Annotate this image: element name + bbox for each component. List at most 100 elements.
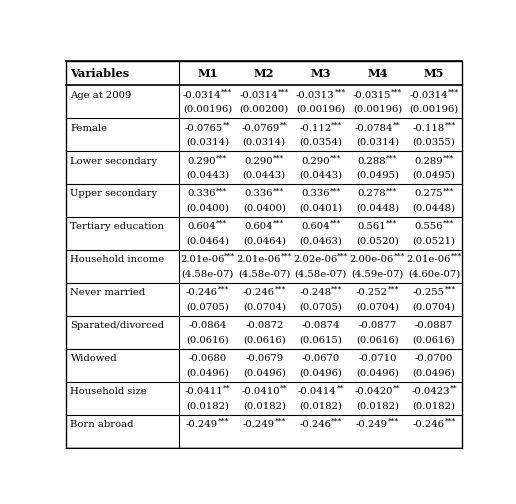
Text: M3: M3 — [311, 68, 331, 79]
Text: (0.0400): (0.0400) — [186, 203, 229, 212]
Text: ***: *** — [388, 418, 399, 426]
Text: **: ** — [393, 385, 400, 393]
Text: ***: *** — [216, 154, 228, 162]
Text: **: ** — [280, 385, 287, 393]
Text: **: ** — [223, 385, 231, 393]
Text: ***: *** — [448, 88, 459, 96]
Text: **: ** — [449, 385, 457, 393]
Text: 0.290: 0.290 — [244, 157, 273, 165]
Text: Age at 2009: Age at 2009 — [71, 91, 132, 100]
Text: ***: *** — [218, 418, 229, 426]
Text: ***: *** — [218, 286, 229, 294]
Text: ***: *** — [388, 286, 399, 294]
Text: -0.0423: -0.0423 — [411, 387, 449, 396]
Text: M5: M5 — [424, 68, 444, 79]
Text: -0.0864: -0.0864 — [188, 322, 227, 330]
Text: -0.246: -0.246 — [412, 420, 444, 429]
Text: ***: *** — [331, 121, 343, 129]
Text: Variables: Variables — [71, 68, 130, 79]
Text: -0.0314: -0.0314 — [183, 91, 221, 100]
Text: (0.0401): (0.0401) — [299, 203, 343, 212]
Text: (0.0616): (0.0616) — [243, 335, 286, 344]
Text: -0.249: -0.249 — [356, 420, 388, 429]
Text: ***: *** — [445, 121, 456, 129]
Text: 0.604: 0.604 — [244, 222, 273, 231]
Text: 0.604: 0.604 — [188, 222, 216, 231]
Text: (0.0496): (0.0496) — [356, 368, 399, 377]
Text: Sparated/divorced: Sparated/divorced — [71, 322, 165, 330]
Text: (4.58e-07): (4.58e-07) — [295, 269, 347, 278]
Text: -0.0411: -0.0411 — [185, 387, 223, 396]
Text: 0.604: 0.604 — [301, 222, 330, 231]
Text: -0.0420: -0.0420 — [354, 387, 393, 396]
Text: ***: *** — [281, 253, 292, 261]
Text: -0.0414: -0.0414 — [298, 387, 336, 396]
Text: -0.112: -0.112 — [299, 123, 331, 133]
Text: (0.0615): (0.0615) — [299, 335, 342, 344]
Text: (0.0448): (0.0448) — [412, 203, 456, 212]
Text: (0.0496): (0.0496) — [243, 368, 286, 377]
Text: -0.0784: -0.0784 — [354, 123, 393, 133]
Text: ***: *** — [444, 418, 456, 426]
Text: -0.255: -0.255 — [412, 288, 444, 297]
Text: -0.0670: -0.0670 — [302, 354, 340, 363]
Text: M1: M1 — [197, 68, 218, 79]
Text: (0.00196): (0.00196) — [353, 104, 402, 113]
Text: ***: *** — [221, 88, 233, 96]
Text: ***: *** — [273, 220, 284, 228]
Text: **: ** — [336, 385, 344, 393]
Text: 0.290: 0.290 — [188, 157, 216, 165]
Text: -0.0887: -0.0887 — [415, 322, 453, 330]
Text: -0.0877: -0.0877 — [358, 322, 397, 330]
Text: (0.0496): (0.0496) — [186, 368, 229, 377]
Text: -0.246: -0.246 — [243, 288, 275, 297]
Text: ***: *** — [450, 253, 462, 261]
Text: -0.248: -0.248 — [299, 288, 331, 297]
Text: ***: *** — [330, 187, 341, 195]
Text: (0.0182): (0.0182) — [413, 401, 456, 410]
Text: Widowed: Widowed — [71, 354, 117, 363]
Text: (0.0704): (0.0704) — [413, 302, 456, 311]
Text: ***: *** — [334, 88, 346, 96]
Text: -0.249: -0.249 — [186, 420, 218, 429]
Text: **: ** — [280, 121, 287, 129]
Text: Household income: Household income — [71, 256, 165, 265]
Text: -0.0410: -0.0410 — [241, 387, 280, 396]
Text: (0.00196): (0.00196) — [296, 104, 346, 113]
Text: ***: *** — [386, 220, 397, 228]
Text: 0.290: 0.290 — [301, 157, 330, 165]
Text: **: ** — [223, 121, 231, 129]
Text: -0.0314: -0.0314 — [239, 91, 278, 100]
Text: (0.0616): (0.0616) — [186, 335, 229, 344]
Text: ***: *** — [331, 286, 343, 294]
Text: (0.0495): (0.0495) — [413, 170, 456, 179]
Text: -0.0700: -0.0700 — [415, 354, 453, 363]
Text: 0.336: 0.336 — [301, 190, 330, 199]
Text: ***: *** — [224, 253, 235, 261]
Text: (4.59e-07): (4.59e-07) — [351, 269, 404, 278]
Text: -0.0315: -0.0315 — [352, 91, 391, 100]
Text: (0.0400): (0.0400) — [243, 203, 286, 212]
Text: (0.0521): (0.0521) — [413, 236, 456, 245]
Text: ***: *** — [275, 286, 286, 294]
Text: 0.336: 0.336 — [245, 190, 273, 199]
Text: 2.01e-06: 2.01e-06 — [180, 256, 224, 265]
Text: (0.0182): (0.0182) — [186, 401, 229, 410]
Text: 2.01e-06: 2.01e-06 — [406, 256, 450, 265]
Text: ***: *** — [331, 418, 343, 426]
Text: (0.0616): (0.0616) — [413, 335, 456, 344]
Text: -0.0874: -0.0874 — [302, 322, 340, 330]
Text: ***: *** — [386, 154, 397, 162]
Text: Female: Female — [71, 123, 108, 133]
Text: (0.0314): (0.0314) — [356, 138, 399, 147]
Text: Born abroad: Born abroad — [71, 420, 134, 429]
Text: -0.0680: -0.0680 — [188, 354, 227, 363]
Text: ***: *** — [330, 220, 341, 228]
Text: ***: *** — [391, 88, 402, 96]
Text: (4.58e-07): (4.58e-07) — [238, 269, 291, 278]
Text: 0.288: 0.288 — [358, 157, 386, 165]
Text: (0.0704): (0.0704) — [356, 302, 399, 311]
Text: -0.0872: -0.0872 — [245, 322, 283, 330]
Text: 2.01e-06: 2.01e-06 — [236, 256, 281, 265]
Text: (0.0314): (0.0314) — [243, 138, 286, 147]
